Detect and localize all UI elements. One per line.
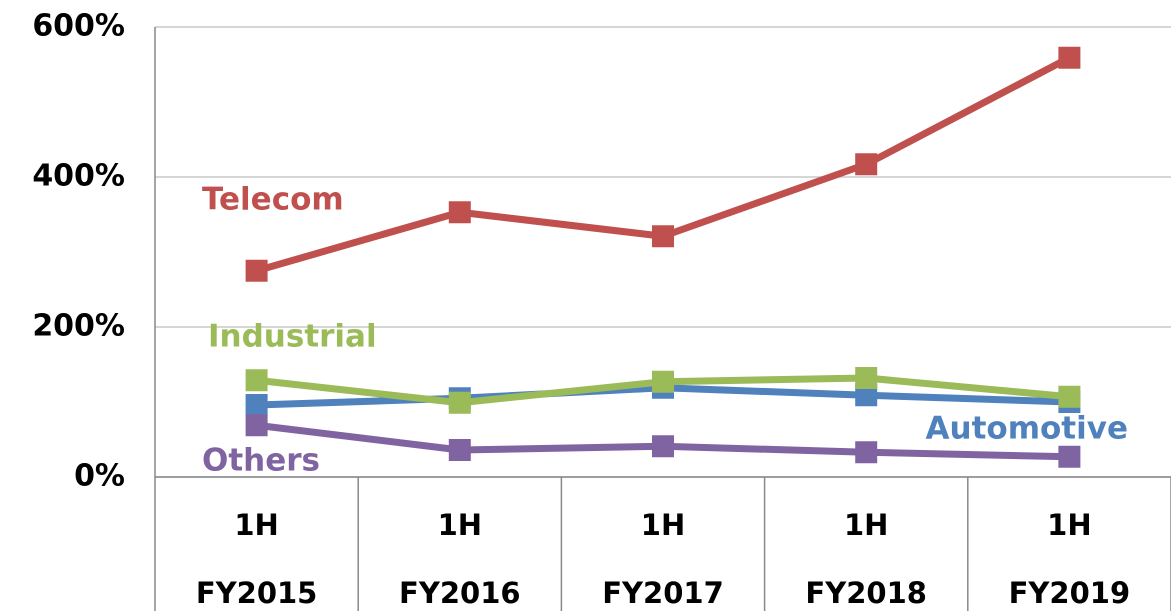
x-tick-label: FY2019 [1009,576,1131,610]
series-label: Automotive [926,411,1128,447]
y-tick-label: 0% [74,459,125,494]
marker [1058,385,1081,408]
marker [652,370,674,393]
x-tick-label: FY2016 [399,576,521,610]
marker [245,369,268,392]
marker [448,201,471,224]
series-label: Others [202,443,320,479]
series-label: Telecom [202,182,344,218]
marker [245,259,268,282]
y-tick-label: 400% [32,159,125,194]
x-tick-label: 1H [641,508,685,542]
x-tick-label: FY2017 [602,576,724,610]
marker [652,225,674,248]
marker [855,384,878,407]
marker [1058,445,1081,468]
series-label: Industrial [208,319,377,355]
marker [245,414,268,437]
marker [448,391,471,414]
x-tick-label: FY2015 [196,576,318,610]
x-tick-label: 1H [438,508,482,542]
marker [855,153,878,176]
y-tick-label: 200% [32,309,125,344]
x-tick-label: 1H [844,508,888,542]
marker [855,441,878,464]
x-tick-label: FY2018 [805,576,927,610]
x-tick-label: 1H [234,508,278,542]
marker [652,435,674,458]
marker [1058,46,1081,69]
marker [448,439,471,461]
marker [245,394,268,416]
marker [855,367,878,389]
x-tick-label: 1H [1047,508,1091,542]
y-tick-label: 600% [32,9,125,44]
